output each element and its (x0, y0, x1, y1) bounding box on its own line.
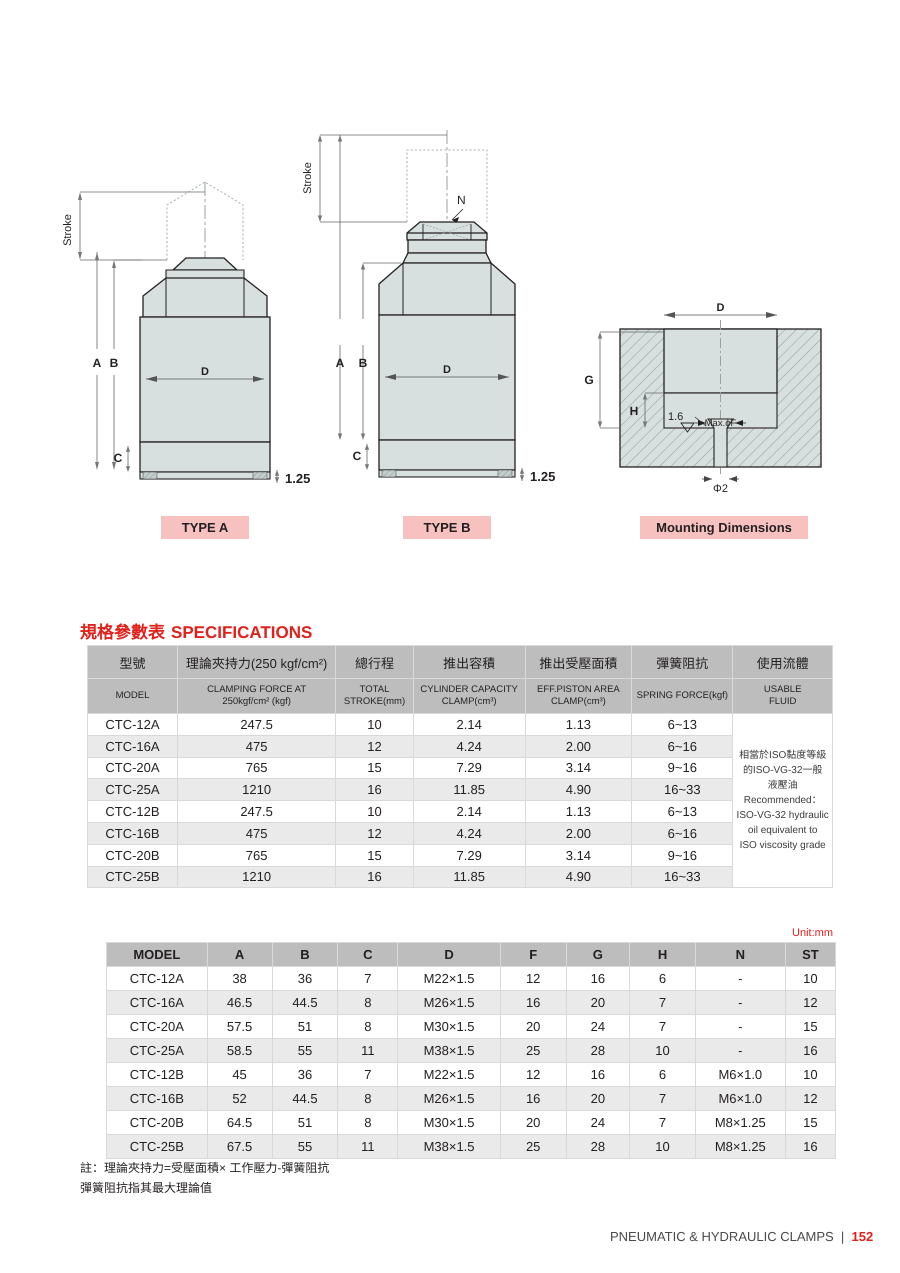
svg-text:B: B (110, 356, 119, 370)
svg-text:B: B (359, 356, 368, 370)
svg-text:Stroke: Stroke (302, 162, 314, 194)
svg-text:A: A (336, 356, 345, 370)
svg-text:C: C (353, 449, 362, 463)
svg-text:H: H (630, 404, 639, 418)
svg-text:1.25: 1.25 (285, 471, 310, 486)
svg-text:D: D (717, 302, 725, 314)
svg-text:G: G (584, 373, 593, 387)
svg-text:1.6: 1.6 (668, 411, 683, 423)
svg-text:Φ2: Φ2 (713, 483, 728, 495)
svg-text:1.25: 1.25 (530, 469, 555, 484)
svg-text:C: C (114, 451, 123, 465)
svg-text:Mounting Dimensions: Mounting Dimensions (656, 520, 792, 535)
svg-text:N: N (457, 193, 466, 207)
svg-text:Max.ϕF: Max.ϕF (705, 418, 737, 429)
svg-text:TYPE B: TYPE B (424, 520, 471, 535)
svg-text:D: D (443, 364, 451, 376)
svg-text:TYPE A: TYPE A (182, 520, 229, 535)
svg-text:Stroke: Stroke (62, 214, 74, 246)
svg-text:A: A (93, 356, 102, 370)
svg-text:D: D (201, 366, 209, 378)
